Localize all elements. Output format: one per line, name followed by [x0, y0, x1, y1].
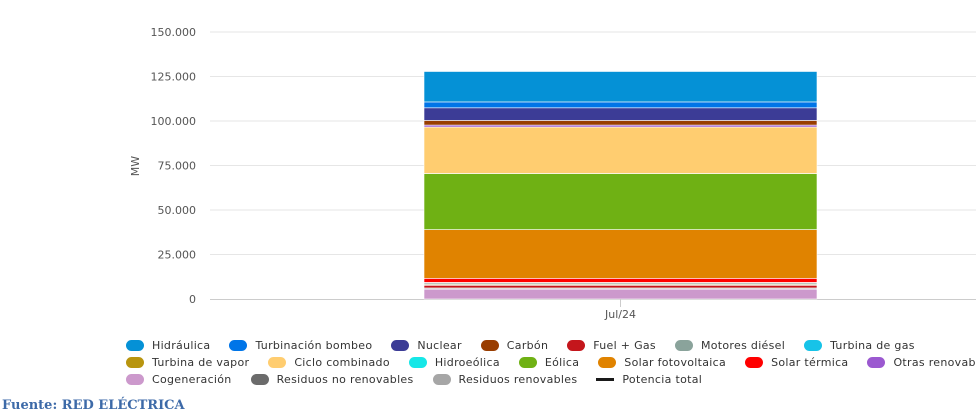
legend-swatch — [745, 357, 764, 368]
legend-label: Residuos renovables — [458, 373, 578, 386]
y-tick-label: 100.000 — [151, 115, 197, 128]
legend-label: Ciclo combinado — [294, 356, 390, 369]
x-tick-label: Jul/24 — [604, 308, 636, 321]
legend-item[interactable]: Residuos renovables — [432, 373, 578, 386]
legend-swatch — [268, 357, 287, 368]
y-tick-label: 125.000 — [151, 71, 197, 84]
legend-label: Eólica — [544, 356, 580, 369]
legend-item[interactable]: Motores diésel — [674, 339, 786, 352]
legend-swatch — [126, 357, 144, 368]
bar-segment-fuel-gas — [423, 284, 818, 289]
legend-swatch — [126, 340, 144, 351]
legend-item[interactable]: Nuclear — [391, 339, 461, 352]
y-tick-label: 50.000 — [158, 204, 197, 217]
stacked-bar-chart: 0 25.000 50.000 75.000 100.000 125.000 150.000… — [129, 26, 976, 321]
legend-swatch — [229, 340, 248, 351]
legend-item[interactable]: Hidráulica — [126, 339, 210, 352]
legend-label: Potencia total — [622, 373, 703, 386]
legend-label: Solar fotovoltaica — [624, 356, 727, 369]
source-caption: Fuente: RED ELÉCTRICA — [2, 398, 185, 413]
legend-swatch — [567, 340, 586, 351]
legend-item[interactable]: Hidroeólica — [408, 356, 500, 369]
bar-segment-solar-fotovoltaica — [423, 229, 818, 279]
legend-item[interactable]: Ciclo combinado — [268, 356, 390, 369]
legend-item[interactable]: Residuos no renovables — [250, 373, 414, 386]
y-tick-label: 25.000 — [158, 249, 197, 262]
y-tick-label: 75.000 — [158, 160, 197, 173]
legend-label: Solar térmica — [771, 356, 849, 369]
y-tick-label: 0 — [189, 293, 196, 306]
legend-label: Otras renovables — [893, 356, 976, 369]
legend-swatch — [518, 357, 537, 368]
legend-label: Residuos no renovables — [276, 373, 414, 386]
legend-item[interactable]: Potencia total — [596, 373, 702, 386]
legend-item[interactable]: Turbina de gas — [804, 339, 915, 352]
legend-row: Turbina de vapor Ciclo combinado Hidroeóli… — [126, 354, 976, 371]
legend-item[interactable]: Fuel + Gas — [567, 339, 656, 352]
legend-label: Cogeneración — [152, 373, 232, 386]
legend-label: Nuclear — [417, 339, 462, 352]
legend-swatch — [250, 374, 269, 385]
legend-label: Motores diésel — [700, 339, 786, 352]
legend-swatch — [596, 378, 615, 381]
legend-swatch — [480, 340, 499, 351]
bar-segment-solar-termica — [423, 278, 818, 283]
legend-label: Turbina de gas — [830, 339, 915, 352]
bar-segment-ciclo-combinado — [423, 126, 818, 174]
bar-segment-nuclear — [423, 107, 818, 121]
legend-swatch — [391, 340, 410, 351]
bar-segment-cogeneracion — [423, 288, 818, 300]
legend-item[interactable]: Carbón — [480, 339, 549, 352]
bar-segment-eolica — [423, 173, 818, 230]
legend-swatch — [432, 374, 451, 385]
legend-label: Hidroeólica — [434, 356, 500, 369]
y-axis-title: MW — [129, 156, 142, 176]
chart-legend: Hidráulica Turbinación bombeo Nuclear Carbó… — [126, 337, 976, 388]
legend-swatch — [867, 357, 886, 368]
legend-swatch — [126, 374, 144, 385]
legend-item[interactable]: Solar fotovoltaica — [598, 356, 726, 369]
legend-row: Hidráulica Turbinación bombeo Nuclear Carbó… — [126, 337, 976, 354]
legend-label: Turbina de vapor — [152, 356, 250, 369]
legend-label: Carbón — [506, 339, 549, 352]
legend-item[interactable]: Turbinación bombeo — [229, 339, 372, 352]
legend-swatch — [674, 340, 693, 351]
bar-segment-carbon — [423, 120, 818, 126]
legend-item[interactable]: Otras renovables — [867, 356, 976, 369]
legend-item[interactable]: Turbina de vapor — [126, 356, 249, 369]
y-tick-label: 150.000 — [151, 26, 197, 39]
legend-item[interactable]: Eólica — [518, 356, 580, 369]
legend-item[interactable]: Cogeneración — [126, 373, 232, 386]
legend-label: Turbinación bombeo — [255, 339, 373, 352]
legend-swatch — [408, 357, 427, 368]
legend-item[interactable]: Solar térmica — [745, 356, 848, 369]
legend-swatch — [804, 340, 823, 351]
legend-label: Hidráulica — [152, 339, 211, 352]
bar-segment-turbinacion-bombeo — [423, 101, 818, 109]
legend-swatch — [598, 357, 617, 368]
legend-label: Fuel + Gas — [593, 339, 656, 352]
legend-row: Cogeneración Residuos no renovables Residu… — [126, 371, 976, 388]
bar-segment-hidraulica — [423, 71, 818, 103]
